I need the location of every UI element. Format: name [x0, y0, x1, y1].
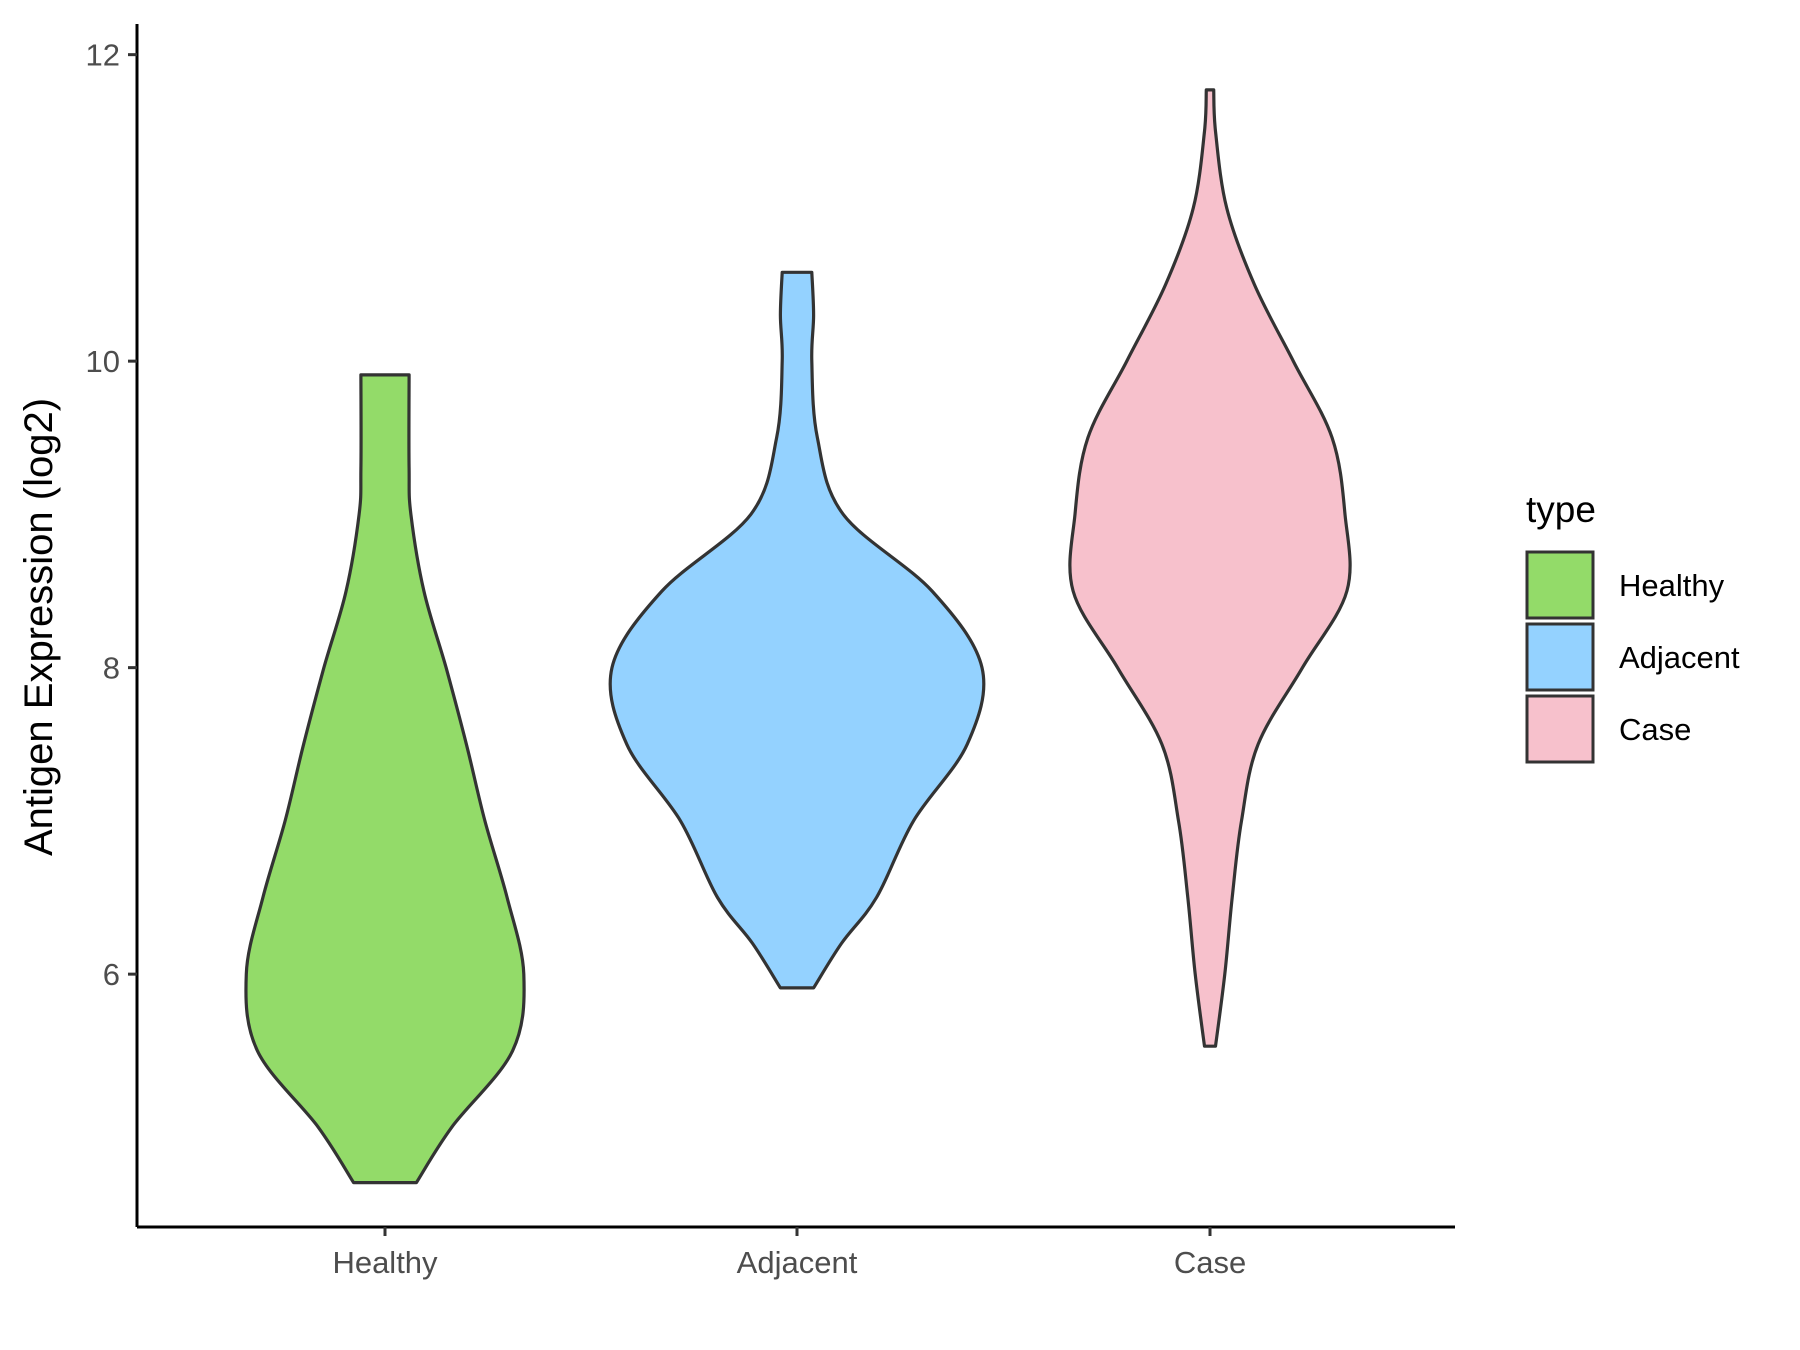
violin-case: [1068, 88, 1352, 1048]
y-tick-label: 10: [86, 344, 120, 379]
legend-title: type: [1526, 489, 1596, 530]
x-tick-label: Adjacent: [737, 1245, 858, 1280]
x-axis-ticks: Healthy Adjacent Case: [332, 1227, 1246, 1280]
y-tick-label: 6: [103, 957, 120, 992]
x-tick-label: Case: [1174, 1245, 1246, 1280]
legend-key-case: [1525, 694, 1595, 764]
legend: type Healthy Adjacent Case: [1525, 489, 1740, 764]
legend-key-healthy: [1525, 550, 1595, 620]
violin-healthy: [244, 373, 526, 1185]
legend-label-case: Case: [1619, 712, 1691, 747]
legend-label-healthy: Healthy: [1619, 568, 1725, 603]
y-axis-title: Antigen Expression (log2): [17, 398, 61, 856]
y-axis-ticks: 6 8 10 12: [86, 38, 137, 992]
x-tick-label: Healthy: [332, 1245, 438, 1280]
legend-label-adjacent: Adjacent: [1619, 640, 1740, 675]
legend-key-adjacent: [1525, 622, 1595, 692]
y-tick-label: 12: [86, 38, 120, 73]
violin-adjacent: [608, 270, 986, 990]
plot-area: [244, 88, 1352, 1185]
y-tick-label: 8: [103, 651, 120, 686]
